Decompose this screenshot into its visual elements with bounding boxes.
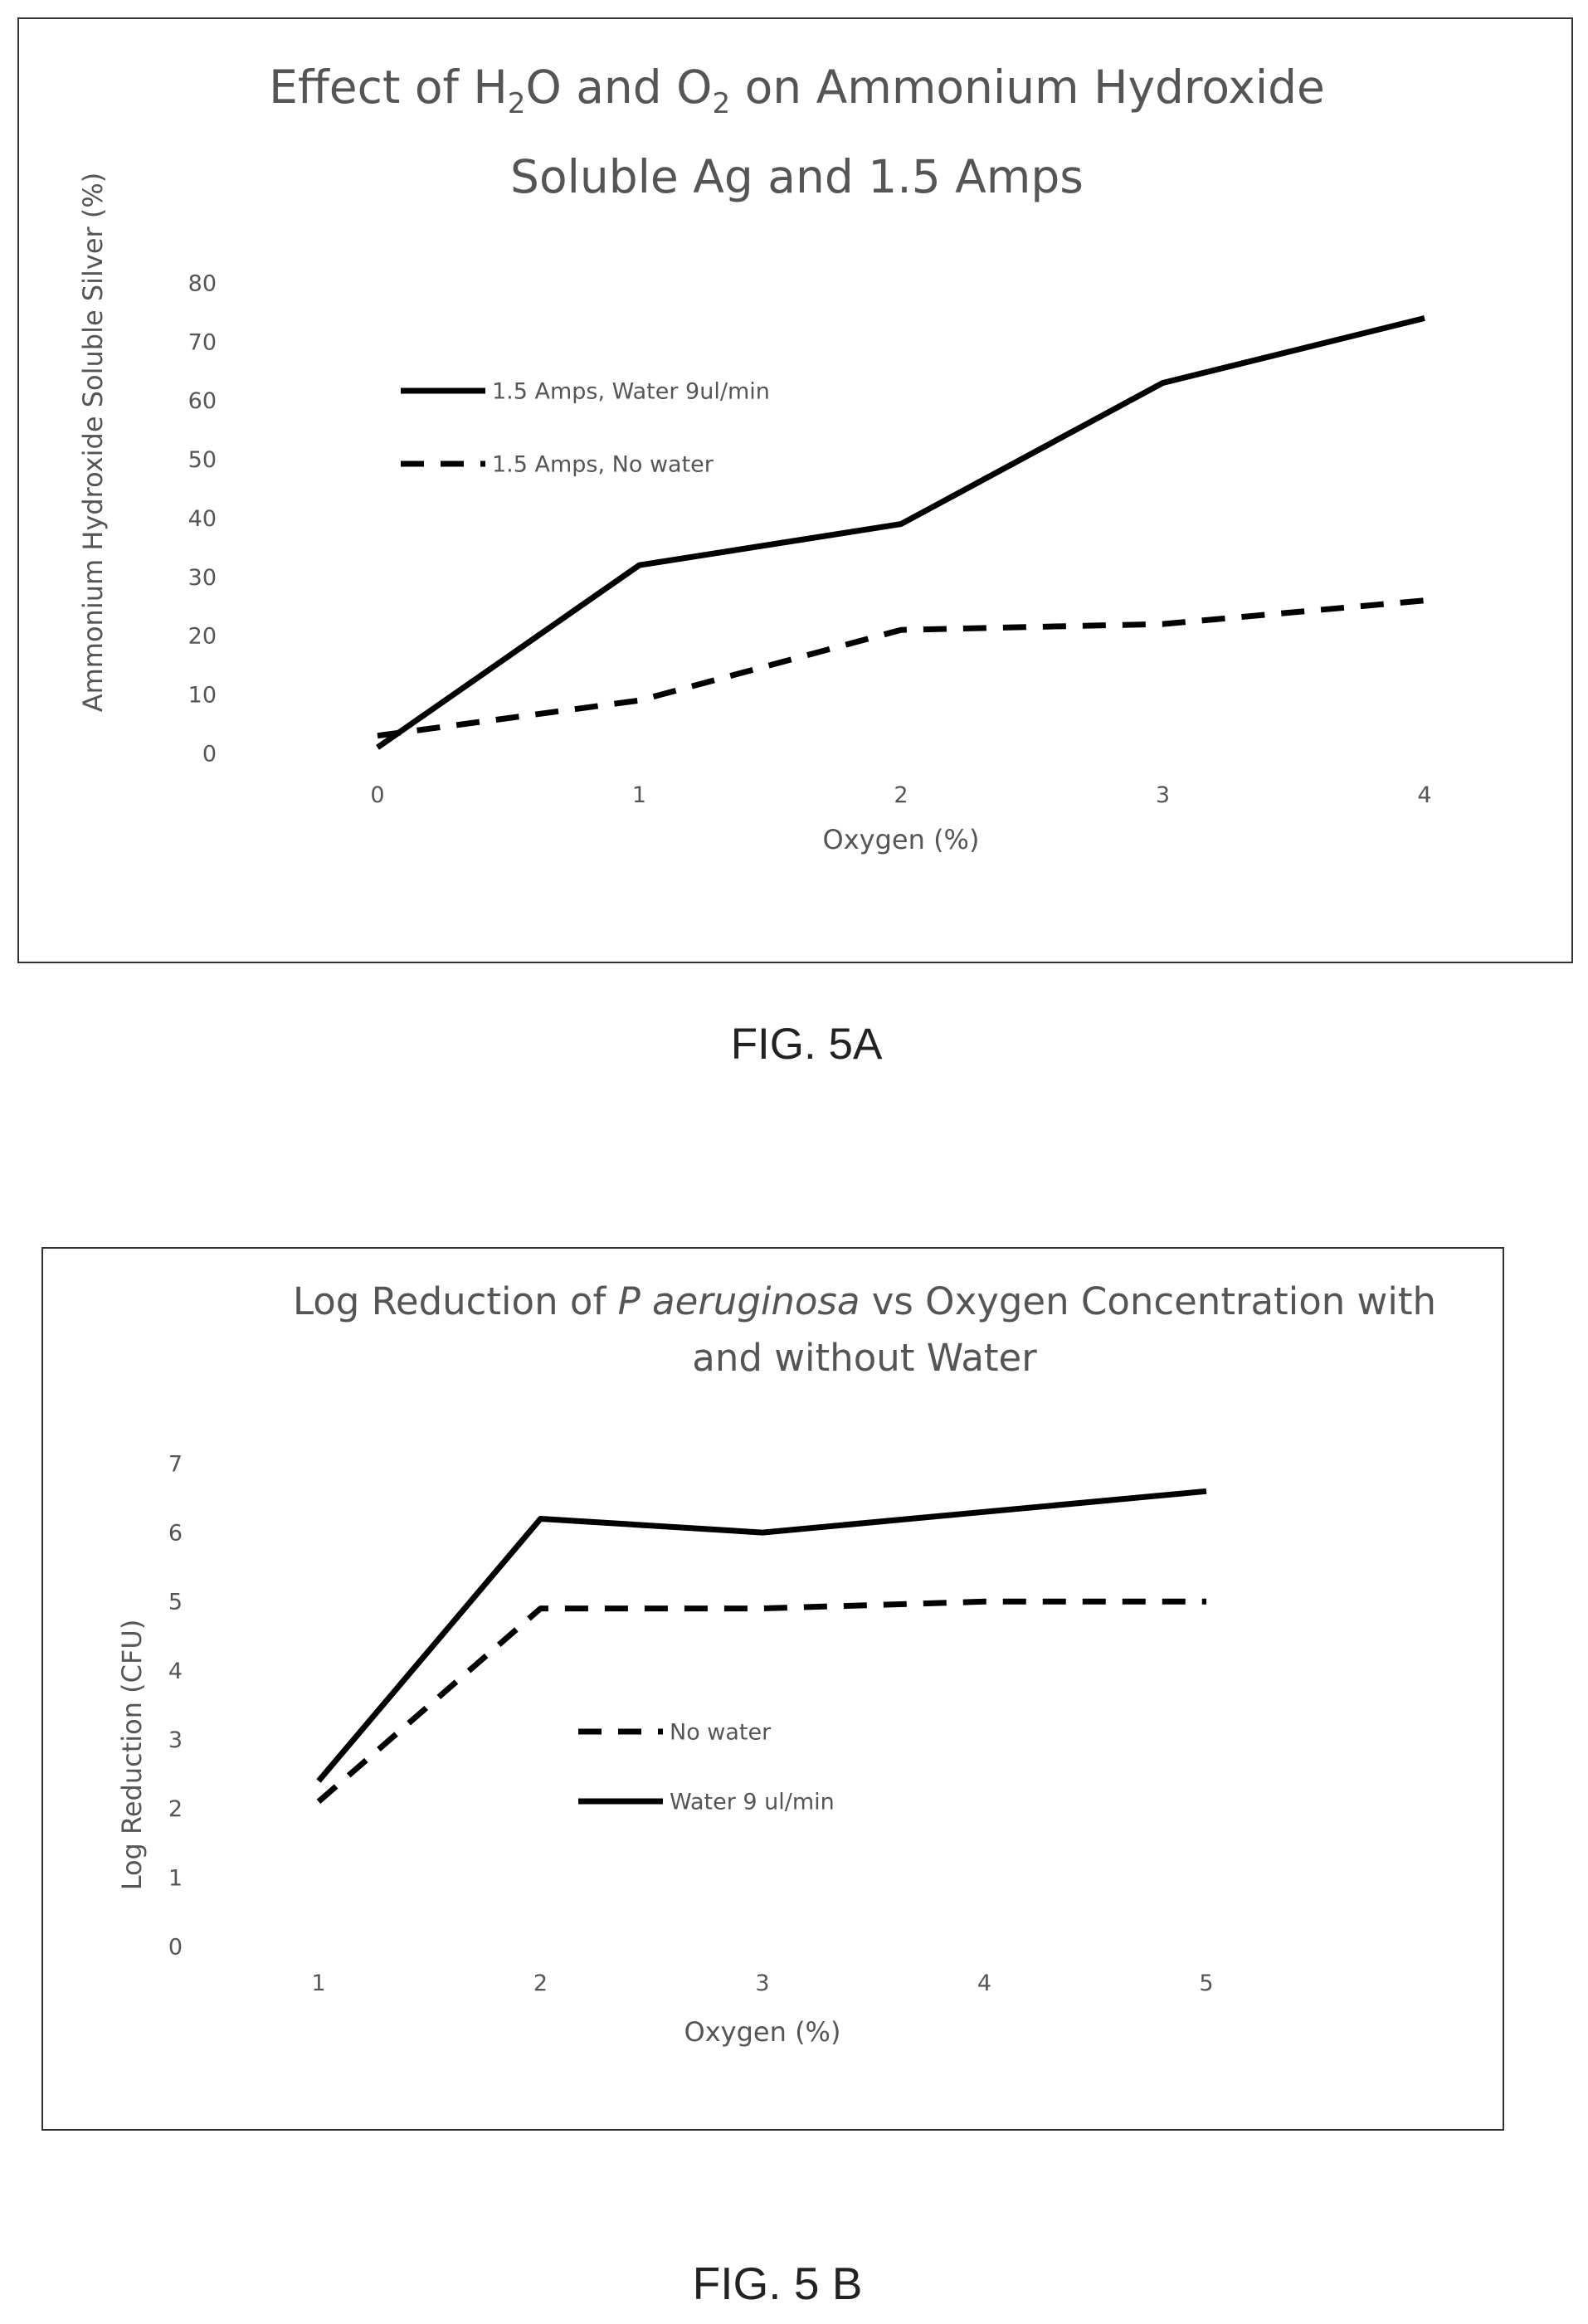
chart-b-title: Log Reduction of P aeruginosa vs Oxygen … xyxy=(259,1274,1470,1386)
chart-a-y-tick-label: 0 xyxy=(202,741,217,767)
chart-b-series-line-1 xyxy=(316,1598,1206,1805)
chart-b-y-tick-label: 4 xyxy=(168,1659,183,1684)
chart-a-y-tick-label: 20 xyxy=(188,624,217,650)
chart-b-x-tick-label: 1 xyxy=(311,1971,325,1996)
chart-a-x-tick-label: 3 xyxy=(1156,782,1170,808)
chart-b-y-axis-label: Log Reduction (CFU) xyxy=(116,1620,148,1891)
chart-b-title-line2: and without Water xyxy=(692,1336,1037,1380)
chart-b-legend-label-2: Water 9 ul/min xyxy=(670,1789,835,1815)
chart-a-x-tick-label: 2 xyxy=(894,782,908,808)
chart-a-y-tick-label: 10 xyxy=(188,683,217,709)
chart-b-x-tick-label: 4 xyxy=(977,1971,991,1996)
chart-a-y-tick-label: 50 xyxy=(188,447,217,473)
chart-b-series-line-2 xyxy=(316,1488,1207,1783)
chart-b-x-tick-label: 2 xyxy=(533,1971,548,1996)
chart-a-y-axis-label: Ammonium Hydroxide Soluble Silver (%) xyxy=(77,173,109,713)
chart-a-series-line-1 xyxy=(375,315,1425,750)
chart-a-title-text: O and O xyxy=(525,61,713,114)
chart-a-frame: Effect of H2O and O2 on Ammonium Hydroxi… xyxy=(17,17,1573,963)
chart-a-plot: 0 10 20 30 40 50 60 70 80 0 1 2 3 4 Oxygen (%) Ammonium… xyxy=(77,173,1432,855)
chart-b-y-tick-label: 5 xyxy=(168,1590,183,1615)
chart-a-y-tick-label: 60 xyxy=(188,388,217,414)
chart-a-title-subscript: 2 xyxy=(507,87,526,120)
chart-a-y-tick-label: 30 xyxy=(188,565,217,591)
chart-b-plot: 0 1 2 3 4 5 6 7 1 2 3 4 5 Oxygen (%) Log Reduction (CF… xyxy=(116,1451,1214,2048)
chart-b-y-tick-label: 0 xyxy=(168,1934,183,1960)
chart-b-y-tick-label: 1 xyxy=(168,1865,183,1891)
chart-a-x-axis-label: Oxygen (%) xyxy=(823,824,980,855)
chart-a-series-line-2 xyxy=(377,597,1425,739)
chart-b-y-tick-label: 7 xyxy=(168,1451,183,1477)
chart-a-title-text: on Ammonium Hydroxide xyxy=(730,61,1325,114)
chart-b-x-tick-label: 3 xyxy=(755,1971,769,1996)
chart-a-title-line2: Soluble Ag and 1.5 Amps xyxy=(510,150,1084,203)
chart-a-x-tick-label: 4 xyxy=(1417,782,1431,808)
chart-a-title: Effect of H2O and O2 on Ammonium Hydroxi… xyxy=(19,51,1575,213)
chart-b-frame: Log Reduction of P aeruginosa vs Oxygen … xyxy=(41,1247,1504,2131)
chart-b-x-axis-label: Oxygen (%) xyxy=(684,2016,841,2048)
chart-a-y-tick-label: 80 xyxy=(188,270,217,296)
chart-a-x-tick-label: 0 xyxy=(370,782,384,808)
chart-a-legend-label-1: 1.5 Amps, Water 9ul/min xyxy=(492,378,770,404)
chart-a-title-text: Effect of H xyxy=(269,61,508,114)
chart-b-title-text: vs Oxygen Concentration with xyxy=(860,1279,1437,1323)
chart-b-y-tick-label: 2 xyxy=(168,1796,183,1822)
chart-b-title-text: Log Reduction of xyxy=(292,1279,618,1323)
chart-a-title-subscript: 2 xyxy=(712,87,731,120)
chart-a-y-tick-label: 40 xyxy=(188,506,217,532)
chart-b-y-tick-label: 6 xyxy=(168,1521,183,1547)
chart-b-legend-label-1: No water xyxy=(670,1719,772,1745)
figure-a-label: FIG. 5A xyxy=(730,1020,883,1069)
chart-b-y-tick-label: 3 xyxy=(168,1727,183,1753)
figure-b-label: FIG. 5 B xyxy=(692,2258,863,2309)
chart-b-x-tick-label: 5 xyxy=(1199,1971,1213,1996)
chart-a-x-tick-label: 1 xyxy=(632,782,646,808)
chart-a-y-tick-label: 70 xyxy=(188,329,217,355)
chart-b-title-species: P aeruginosa xyxy=(617,1279,860,1323)
chart-a-legend-label-2: 1.5 Amps, No water xyxy=(492,451,714,477)
